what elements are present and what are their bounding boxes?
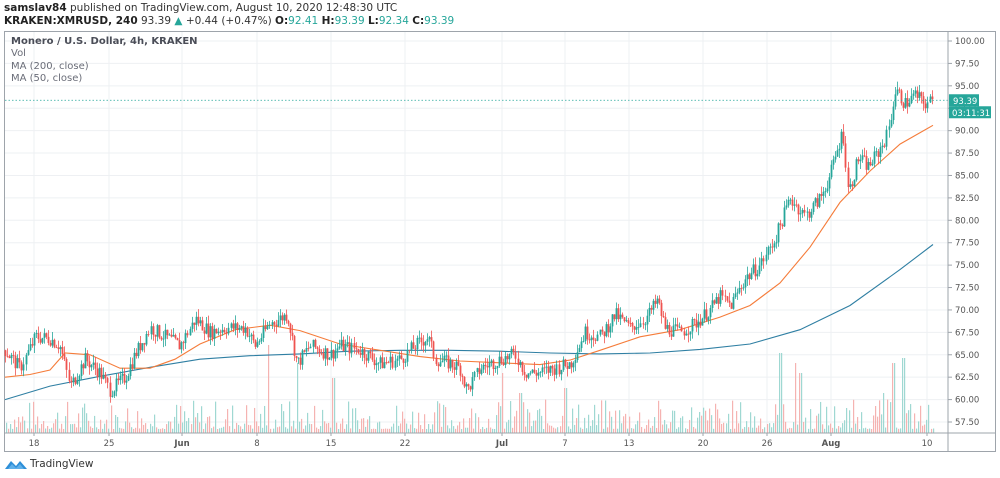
author-name[interactable]: samslav84	[4, 2, 67, 14]
svg-text:67.50: 67.50	[955, 328, 979, 338]
svg-text:77.50: 77.50	[955, 239, 979, 249]
svg-text:82.50: 82.50	[955, 194, 979, 204]
publish-text: published on TradingView.com, August 10,…	[70, 2, 398, 14]
svg-text:62.50: 62.50	[955, 373, 979, 383]
low-label: L:	[367, 15, 379, 27]
svg-text:80.00: 80.00	[955, 216, 979, 226]
last-price: 93.39	[140, 15, 172, 27]
tradingview-logo-icon	[5, 461, 27, 469]
svg-text:20: 20	[698, 439, 709, 449]
svg-text:75.00: 75.00	[955, 261, 979, 271]
publish-info: samslav84 published on TradingView.com, …	[4, 1, 397, 15]
chart-legend: Monero / U.S. Dollar, 4h, KRAKEN Vol MA …	[11, 36, 198, 85]
svg-text:Jul: Jul	[495, 439, 508, 449]
svg-text:25: 25	[104, 439, 115, 449]
legend-item-vol[interactable]: Vol	[11, 48, 26, 60]
svg-text:60.00: 60.00	[955, 396, 979, 406]
close-label: C:	[412, 15, 425, 27]
svg-text:93.39: 93.39	[953, 97, 977, 107]
svg-text:72.50: 72.50	[955, 284, 979, 294]
svg-text:26: 26	[762, 439, 773, 449]
svg-text:85.00: 85.00	[955, 171, 979, 181]
up-arrow-icon: ▲	[174, 15, 183, 27]
svg-text:10: 10	[922, 439, 933, 449]
chart-frame	[4, 31, 996, 452]
svg-text:95.00: 95.00	[955, 82, 979, 92]
tradingview-logo[interactable]: TradingView	[5, 458, 93, 470]
tradingview-brand: TradingView	[30, 458, 94, 470]
svg-text:8: 8	[254, 439, 259, 449]
legend-item-ma200[interactable]: MA (200, close)	[11, 60, 89, 72]
svg-text:13: 13	[624, 439, 635, 449]
price-change: +0.44 (+0.47%)	[185, 15, 272, 27]
low-value: 92.34	[378, 15, 409, 27]
legend-title[interactable]: Monero / U.S. Dollar, 4h, KRAKEN	[11, 36, 198, 47]
symbol-info: KRAKEN:XMRUSD, 240 93.39 ▲ +0.44 (+0.47%…	[4, 14, 454, 28]
svg-text:87.50: 87.50	[955, 149, 979, 159]
open-value: 92.41	[288, 15, 319, 27]
close-value: 93.39	[424, 15, 455, 27]
svg-text:57.50: 57.50	[955, 418, 979, 428]
svg-text:15: 15	[326, 439, 337, 449]
open-label: O:	[275, 15, 289, 27]
svg-text:100.00: 100.00	[955, 37, 985, 47]
svg-text:65.00: 65.00	[955, 351, 979, 361]
svg-text:22: 22	[400, 439, 411, 449]
svg-text:97.50: 97.50	[955, 59, 979, 69]
svg-text:70.00: 70.00	[955, 306, 979, 316]
legend-item-ma50[interactable]: MA (50, close)	[11, 72, 83, 84]
svg-text:Aug: Aug	[822, 439, 841, 449]
svg-text:90.00: 90.00	[955, 127, 979, 137]
svg-text:Jun: Jun	[173, 439, 189, 449]
svg-text:18: 18	[29, 439, 40, 449]
last-price-badge: 93.39 03:11:31	[949, 94, 991, 119]
symbol-label: KRAKEN:XMRUSD, 240	[4, 15, 138, 27]
high-label: H:	[321, 15, 335, 27]
high-value: 93.39	[334, 15, 365, 27]
svg-text:03:11:31: 03:11:31	[952, 109, 990, 119]
svg-text:7: 7	[562, 439, 567, 449]
